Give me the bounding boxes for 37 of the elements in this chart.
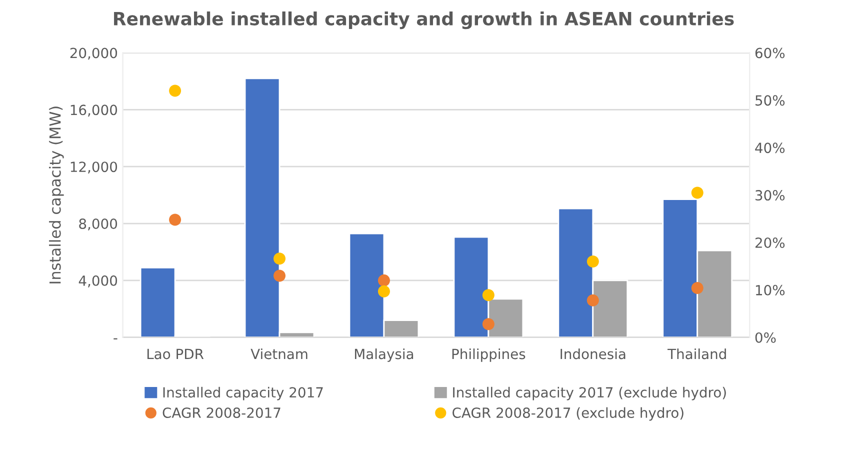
legend-label: Installed capacity 2017 xyxy=(163,386,323,400)
y-tick-label: 8,000 xyxy=(79,218,118,230)
point xyxy=(273,270,286,282)
legend-label: Installed capacity 2017 (exclude hydro) xyxy=(453,386,726,400)
point xyxy=(482,318,494,330)
point xyxy=(378,274,390,286)
y2-tick-label: 60% xyxy=(755,48,785,58)
y2-tick-label: 0% xyxy=(755,332,776,343)
y2-tick-label: 50% xyxy=(756,95,785,106)
y-axis-title: Installed capacity (MW) xyxy=(49,106,64,284)
y-tick-label: 12,000 xyxy=(70,162,118,174)
y-tick-label: 16,000 xyxy=(70,104,118,117)
point xyxy=(691,282,704,294)
y2-tick-label: 20% xyxy=(755,237,785,248)
point xyxy=(169,84,182,97)
point xyxy=(586,255,599,268)
x-tick-label: Philippines xyxy=(452,348,526,362)
x-tick-label: Vietnam xyxy=(250,348,308,360)
y2-tick-label: 40% xyxy=(755,142,785,154)
y2-tick-label: 30% xyxy=(756,190,785,201)
y-tick-label: 20,000 xyxy=(70,48,118,60)
point xyxy=(169,214,182,226)
y2-tick-label: 10% xyxy=(756,284,785,296)
x-tick-label: Thailand xyxy=(668,348,726,360)
point xyxy=(378,285,390,298)
legend-label: CAGR 2008-2017 (exclude hydro) xyxy=(452,407,684,421)
x-tick-label: Lao PDR xyxy=(147,348,204,360)
y-tick-label: 4,000 xyxy=(78,275,118,288)
legend-label: CAGR 2008-2017 xyxy=(162,407,280,418)
x-tick-label: Malaysia xyxy=(354,348,414,362)
y-tick-label: - xyxy=(114,338,118,340)
point xyxy=(482,289,494,302)
point xyxy=(691,186,704,199)
chart-title: Renewable installed capacity and growth in ASEAN countries xyxy=(114,11,734,30)
x-tick-label: Indonesia xyxy=(560,348,626,360)
point xyxy=(586,294,599,306)
point xyxy=(273,252,286,265)
